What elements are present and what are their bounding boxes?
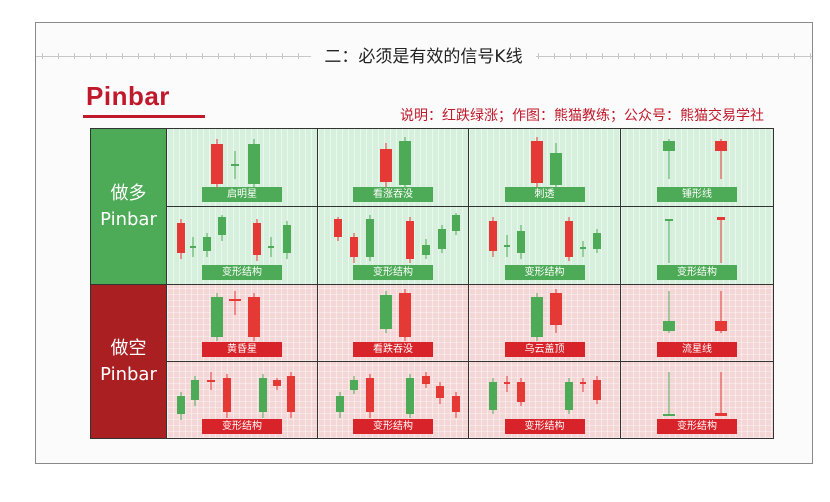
ruler-tick	[746, 53, 747, 59]
bull-section-label: 做多 Pinbar	[91, 129, 167, 285]
pattern-label: 黄昏星	[202, 342, 282, 357]
ruler-tick	[218, 53, 219, 59]
pattern-label: 乌云盖顶	[504, 342, 585, 357]
pattern-label: 变形结构	[504, 265, 585, 280]
candles-variant-1	[177, 215, 291, 261]
pattern-label: 启明星	[202, 187, 282, 202]
pattern-label: 变形结构	[657, 265, 737, 280]
ruler-tick	[634, 53, 635, 59]
ruler-tick	[90, 53, 91, 59]
slide: 二：必须是有效的信号K线 Pinbar 说明：红跌绿涨；作图：熊猫教练；公众号：…	[35, 22, 813, 464]
pattern-label: 变形结构	[657, 419, 737, 434]
candles-bearish-engulfing	[380, 289, 411, 341]
ruler-tick	[618, 53, 619, 59]
bear-label-line2: Pinbar	[100, 363, 157, 385]
bear-section-label: 做空 Pinbar	[91, 285, 167, 438]
pattern-cell-dark-cloud[interactable]: 乌云盖顶	[469, 285, 621, 362]
ruler-tick	[186, 53, 187, 59]
candles-variant-5	[177, 372, 295, 420]
ruler-tick	[266, 53, 267, 59]
ruler-tick	[698, 53, 699, 59]
candles-variant-6	[336, 372, 460, 418]
ruler-tick	[730, 53, 731, 59]
pattern-cell-shooting-star[interactable]: 流星线	[621, 285, 773, 362]
candles-variant-7	[489, 376, 601, 414]
candles-variant-4	[665, 217, 725, 263]
candles-hammer	[663, 139, 727, 179]
page-title: 二：必须是有效的信号K线	[311, 45, 536, 69]
ruler-tick	[250, 53, 251, 59]
candles-piercing	[531, 137, 562, 191]
ruler-tick	[234, 53, 235, 59]
ruler-tick	[602, 53, 603, 59]
ruler-tick	[538, 53, 539, 59]
pattern-label: 锤形线	[657, 187, 737, 202]
candles-variant-2	[334, 213, 460, 263]
ruler-tick	[154, 53, 155, 59]
candles-variant-3	[489, 217, 601, 261]
bull-label-line1: 做多	[110, 182, 147, 204]
ruler-tick	[298, 53, 299, 59]
ruler-tick	[650, 53, 651, 59]
bear-label-line1: 做空	[110, 337, 147, 359]
pattern-label: 变形结构	[353, 419, 433, 434]
ruler-tick	[122, 53, 123, 59]
ruler-tick	[58, 53, 59, 59]
pattern-label: 变形结构	[202, 265, 282, 280]
ruler-tick	[778, 53, 779, 59]
pattern-cell-variant[interactable]: 变形结构	[621, 362, 773, 438]
candles-shooting-star	[663, 291, 727, 333]
pattern-grid: 做多 Pinbar 做空 Pinbar 启明星 看涨吞没	[90, 128, 774, 439]
heading-underline	[83, 115, 205, 118]
ruler-tick	[570, 53, 571, 59]
pattern-cell-bearish-engulfing[interactable]: 看跌吞没	[318, 285, 469, 362]
pattern-cell-bullish-engulfing[interactable]: 看涨吞没	[318, 129, 469, 207]
pattern-label: 刺透	[504, 187, 585, 202]
candles-evening-star	[211, 291, 260, 341]
pattern-label: 变形结构	[202, 419, 282, 434]
ruler-tick	[762, 53, 763, 59]
ruler-tick	[714, 53, 715, 59]
pattern-label: 看跌吞没	[353, 342, 433, 357]
pattern-label: 流星线	[657, 342, 737, 357]
pattern-cell-variant[interactable]: 变形结构	[469, 362, 621, 438]
description-text: 说明：红跌绿涨；作图：熊猫教练；公众号：熊猫交易学社	[400, 108, 764, 124]
ruler-tick	[282, 53, 283, 59]
pattern-label: 看涨吞没	[353, 187, 433, 202]
pattern-cell-variant[interactable]: 变形结构	[318, 207, 469, 285]
section-heading: Pinbar	[86, 81, 170, 111]
ruler-tick	[794, 53, 795, 59]
pattern-cell-variant[interactable]: 变形结构	[167, 207, 318, 285]
bull-label-line2: Pinbar	[100, 208, 157, 230]
ruler-tick	[682, 53, 683, 59]
ruler-tick	[554, 53, 555, 59]
pattern-cell-morning-star[interactable]: 启明星	[167, 129, 318, 207]
pattern-cell-variant[interactable]: 变形结构	[621, 207, 773, 285]
candles-bullish-engulfing	[380, 137, 411, 189]
ruler-tick	[810, 53, 811, 59]
candles-dark-cloud	[531, 289, 562, 341]
ruler-tick	[666, 53, 667, 59]
pattern-cell-evening-star[interactable]: 黄昏星	[167, 285, 318, 362]
candles-variant-8	[663, 372, 727, 416]
pattern-label: 变形结构	[504, 419, 585, 434]
ruler-tick	[202, 53, 203, 59]
pattern-cell-hammer[interactable]: 锤形线	[621, 129, 773, 207]
pattern-cell-variant[interactable]: 变形结构	[167, 362, 318, 438]
ruler-tick	[74, 53, 75, 59]
ruler-tick	[106, 53, 107, 59]
pattern-cell-variant[interactable]: 变形结构	[318, 362, 469, 438]
pattern-cell-piercing[interactable]: 刺透	[469, 129, 621, 207]
pattern-cell-variant[interactable]: 变形结构	[469, 207, 621, 285]
candles-morning-star	[211, 139, 260, 189]
pattern-label: 变形结构	[353, 265, 433, 280]
ruler-tick	[170, 53, 171, 59]
ruler-tick	[42, 53, 43, 59]
ruler-tick	[586, 53, 587, 59]
ruler-tick	[138, 53, 139, 59]
